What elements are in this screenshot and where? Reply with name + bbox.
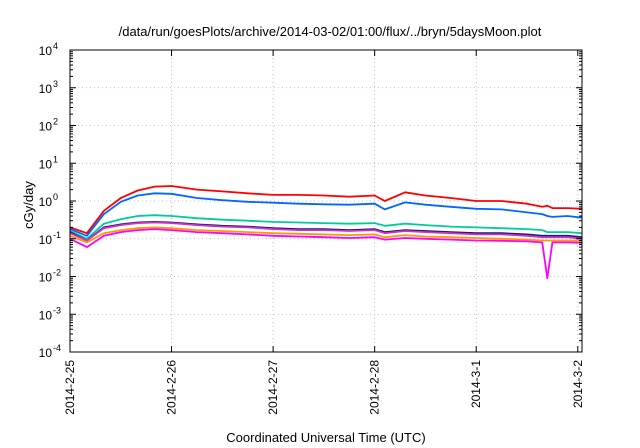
y-tick-label: 10	[39, 120, 53, 134]
y-tick-label: 10	[39, 157, 53, 171]
y-tick-exponent: 3	[53, 79, 58, 89]
series-line	[69, 226, 583, 244]
y-tick-exponent: -3	[53, 305, 61, 315]
x-tick-label: 2014-3-1	[469, 360, 483, 408]
x-tick-label: 2014-2-25	[63, 360, 77, 415]
y-tick-label: 10	[39, 346, 53, 360]
y-tick-label: 10	[39, 82, 53, 96]
y-tick-label: 10	[39, 233, 53, 247]
y-tick-exponent: 1	[53, 154, 58, 164]
chart-title: /data/run/goesPlots/archive/2014-03-02/0…	[119, 24, 542, 39]
series-line	[69, 185, 583, 235]
series-line	[69, 221, 583, 242]
x-tick-label: 2014-3-2	[571, 360, 585, 408]
y-tick-label: 10	[39, 308, 53, 322]
y-axis-label: cGy/day	[21, 181, 36, 229]
y-tick-label: 10	[39, 44, 53, 58]
series-line	[69, 214, 583, 240]
x-tick-labels: 2014-2-25 2014-2-26 2014-2-27 2014-2-28 2014…	[63, 360, 585, 415]
ticks	[69, 49, 582, 353]
x-axis-label: Coordinated Universal Time (UTC)	[226, 430, 425, 445]
series-line	[69, 228, 583, 280]
series-line	[69, 192, 583, 237]
y-tick-exponent: -4	[53, 343, 61, 353]
y-tick-label: 10	[39, 271, 53, 285]
grid	[70, 50, 582, 352]
y-tick-exponent: -2	[53, 268, 61, 278]
y-tick-exponent: 0	[53, 192, 58, 202]
y-tick-exponent: 2	[53, 117, 58, 127]
y-tick-label: 10	[39, 195, 53, 209]
y-tick-exponent: -1	[53, 230, 61, 240]
y-tick-exponent: 4	[53, 41, 58, 51]
x-tick-label: 2014-2-28	[368, 360, 382, 415]
x-tick-label: 2014-2-26	[165, 360, 179, 415]
series-group	[69, 185, 583, 280]
x-tick-label: 2014-2-27	[266, 360, 280, 415]
